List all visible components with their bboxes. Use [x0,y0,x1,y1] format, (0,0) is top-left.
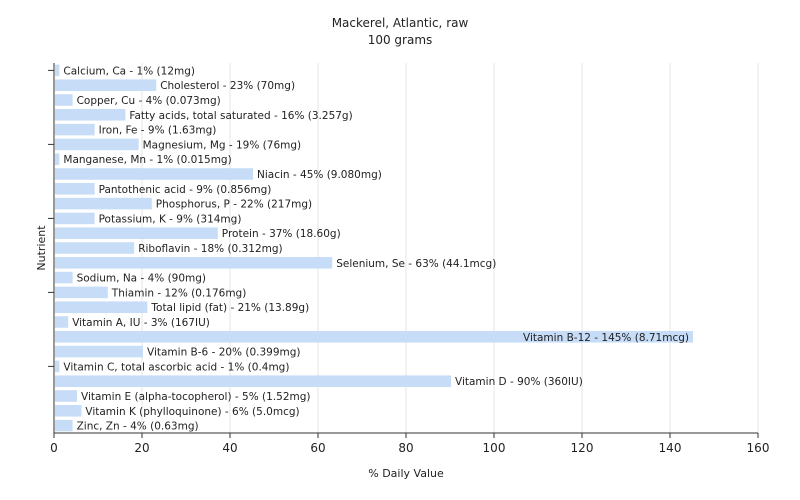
bar [55,227,218,239]
bar [55,168,253,180]
bar-label: Copper, Cu - 4% (0.073mg) [77,95,221,107]
bar-label: Pantothenic acid - 9% (0.856mg) [99,184,272,196]
bar-label: Iron, Fe - 9% (1.63mg) [99,125,217,137]
bar [55,286,108,299]
bar-label: Vitamin C, total ascorbic acid - 1% (0.4… [63,361,289,373]
bar [55,138,139,151]
bar-label: Calcium, Ca - 1% (12mg) [63,65,195,77]
bar [55,153,60,165]
bar-label: Vitamin B-6 - 20% (0.399mg) [147,347,301,359]
x-tick-label: 140 [659,441,682,455]
bar [55,375,451,387]
grid-lines [141,63,759,433]
bar [55,94,73,106]
bar [55,405,82,417]
x-tick-label: 160 [747,441,770,455]
bar [55,123,95,136]
bar-label: Magnesium, Mg - 19% (76mg) [143,139,302,151]
bar-label: Cholesterol - 23% (70mg) [160,80,295,92]
bar [55,212,95,225]
bar-label: Vitamin K (phylloquinone) - 6% (5.0mcg) [85,406,299,418]
bar [55,331,693,343]
bar-labels: Calcium, Ca - 1% (12mg) Cholesterol - 23%… [63,65,689,432]
bar-label: Phosphorus, P - 22% (217mg) [156,199,312,211]
bar-label: Vitamin E (alpha-tocopherol) - 5% (1.52m… [81,391,311,403]
bar-label: Thiamin - 12% (0.176mg) [111,287,247,299]
bar [55,64,60,77]
bar [55,109,126,121]
x-tick-label: 60 [310,441,325,455]
bar [55,242,135,254]
axes [48,63,759,438]
bar [55,197,152,210]
bar [55,345,143,358]
chart-title: Mackerel, Atlantic, raw [332,16,469,30]
bar-label: Selenium, Se - 63% (44.1mcg) [336,258,496,270]
bars [55,64,693,432]
bar-label: Fatty acids, total saturated - 16% (3.25… [129,110,352,122]
bar-label: Sodium, Na - 4% (90mg) [77,273,206,285]
x-tick-label: 100 [483,441,506,455]
bar [55,390,77,402]
x-tick-label: 120 [571,441,594,455]
x-tick-labels: 0 20 40 60 80 100 120 140 160 [50,441,769,455]
bar-label: Vitamin A, IU - 3% (167IU) [72,317,210,329]
x-tick-label: 20 [134,441,149,455]
x-tick-label: 40 [222,441,237,455]
bar-label: Niacin - 45% (9.080mg) [257,169,382,181]
bar-label: Riboflavin - 18% (0.312mg) [138,243,282,255]
x-tick-label: 0 [50,441,58,455]
bar [55,360,60,373]
x-tick-label: 80 [398,441,413,455]
bar-label: Protein - 37% (18.60g) [222,228,341,240]
bar [55,301,148,313]
bar-label: Zinc, Zn - 4% (0.63mg) [77,421,199,433]
bar [55,271,73,284]
bar-label: Manganese, Mn - 1% (0.015mg) [63,154,231,166]
bar-label: Total lipid (fat) - 21% (13.89g) [150,302,309,314]
bar [55,419,73,432]
bar [55,183,95,195]
y-axis-label: Nutrient [35,225,48,271]
x-axis-label: % Daily Value [368,467,444,480]
chart-subtitle: 100 grams [368,33,433,47]
bar [55,79,157,91]
bar [55,257,333,269]
bar-label: Vitamin B-12 - 145% (8.71mcg) [523,332,689,344]
bar-label: Potassium, K - 9% (314mg) [99,213,242,225]
bar [55,316,69,328]
bar-label: Vitamin D - 90% (360IU) [455,376,583,388]
